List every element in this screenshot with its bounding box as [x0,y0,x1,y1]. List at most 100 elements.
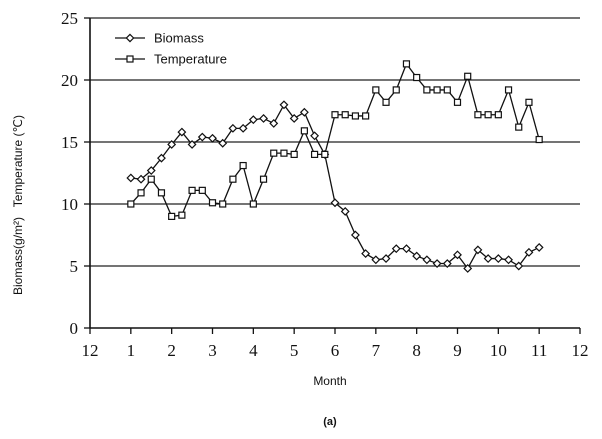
data-point-temperature-26 [392,86,400,94]
data-point-temperature-4 [168,212,176,220]
data-point-temperature-30 [433,86,441,94]
data-point-biomass-33 [463,264,473,273]
x-tick-label-3: 3 [208,341,217,360]
data-point-biomass-24 [371,255,381,265]
data-point-temperature-11 [239,161,247,170]
data-point-temperature-16 [290,150,298,158]
x-tick-label-10: 10 [490,341,507,360]
data-point-biomass-29 [422,255,432,265]
legend-label-biomass: Biomass [154,31,204,46]
legend-label-temperature: Temperature [154,52,227,67]
data-point-temperature-7 [198,186,206,194]
data-point-biomass-40 [534,242,544,252]
y-tick-label-0: 0 [70,319,79,338]
data-point-temperature-27 [402,60,411,68]
x-tick-label-6: 6 [331,341,340,360]
x-tick-label-0: 12 [82,341,99,360]
data-point-biomass-30 [432,259,442,268]
data-point-temperature-20 [331,111,339,119]
data-point-biomass-25 [381,254,391,264]
y-tick-label-10: 10 [61,195,78,214]
data-point-biomass-31 [442,259,452,268]
data-point-biomass-17 [299,107,309,117]
data-point-biomass-12 [248,115,258,125]
x-tick-label-12: 12 [572,341,589,360]
data-point-biomass-20 [330,198,340,208]
data-point-biomass-4 [167,140,177,149]
data-point-biomass-22 [350,230,360,240]
x-tick-label-5: 5 [290,341,299,360]
data-point-biomass-10 [228,123,238,133]
data-point-temperature-32 [453,98,462,106]
data-point-temperature-15 [280,149,288,157]
data-point-temperature-1 [137,189,145,197]
series-biomass [126,100,544,273]
chart-caption: (a) [323,416,337,428]
data-point-temperature-18 [310,150,319,158]
x-tick-label-2: 2 [167,341,176,360]
legend-item-temperature: Temperature [115,52,227,67]
legend: Biomass Temperature [115,31,227,67]
data-point-biomass-23 [361,249,371,259]
data-point-biomass-8 [208,133,217,143]
data-point-biomass-34 [473,245,483,255]
data-point-biomass-11 [238,123,248,133]
data-point-temperature-29 [423,86,431,94]
data-point-biomass-15 [279,100,289,110]
data-point-biomass-14 [269,118,279,128]
data-point-temperature-9 [219,200,227,208]
data-point-temperature-2 [147,175,155,183]
x-tick-label-7: 7 [372,341,381,360]
x-tick-label-1: 1 [127,341,136,360]
x-tick-label-8: 8 [412,341,421,360]
data-point-temperature-5 [178,211,186,219]
data-point-temperature-3 [157,189,166,197]
data-point-biomass-32 [453,250,462,260]
data-point-biomass-5 [177,127,187,137]
data-point-temperature-34 [474,111,482,119]
data-point-temperature-28 [413,73,421,82]
data-point-biomass-38 [514,261,524,271]
x-tick-label-9: 9 [453,341,462,360]
y-tick-label-5: 5 [70,257,79,276]
data-point-temperature-8 [208,199,217,207]
data-point-temperature-13 [259,175,268,183]
data-point-temperature-24 [372,86,380,94]
data-point-biomass-0 [126,173,136,183]
data-point-biomass-16 [289,113,299,123]
series-temperature [127,60,543,220]
x-axis: 12 1 2 3 4 5 6 7 8 9 10 11 12 [82,327,589,360]
data-point-biomass-13 [259,113,268,123]
data-point-biomass-3 [157,153,166,163]
data-point-temperature-35 [484,111,492,119]
y-axis-label: Biomass(g/m²) Temperature (℃) [11,115,25,295]
data-point-temperature-23 [362,112,370,120]
legend-marker-biomass [125,33,135,43]
x-axis-label: Month [313,374,346,388]
data-point-temperature-38 [515,123,523,131]
series-line-biomass [130,103,540,270]
data-point-temperature-19 [321,150,329,158]
legend-item-biomass: Biomass [115,31,204,46]
data-point-biomass-9 [218,138,228,148]
y-axis: 0 5 10 15 20 25 [61,9,91,338]
data-point-temperature-14 [270,149,278,157]
data-point-biomass-18 [310,131,320,141]
data-point-temperature-39 [525,98,533,106]
data-point-biomass-21 [340,206,350,216]
data-point-biomass-26 [391,244,401,254]
data-point-temperature-17 [300,127,308,135]
data-point-temperature-6 [188,186,196,194]
data-point-temperature-31 [443,86,451,94]
data-point-temperature-36 [494,111,502,119]
data-point-temperature-25 [382,98,390,106]
data-point-biomass-6 [187,140,197,149]
data-point-temperature-21 [341,111,349,119]
data-point-temperature-12 [249,200,257,208]
y-tick-label-25: 25 [61,9,78,28]
data-point-biomass-2 [146,166,156,175]
data-point-biomass-37 [504,255,513,265]
data-point-temperature-37 [504,86,513,94]
y-tick-label-20: 20 [61,71,78,90]
data-point-biomass-28 [412,251,422,261]
